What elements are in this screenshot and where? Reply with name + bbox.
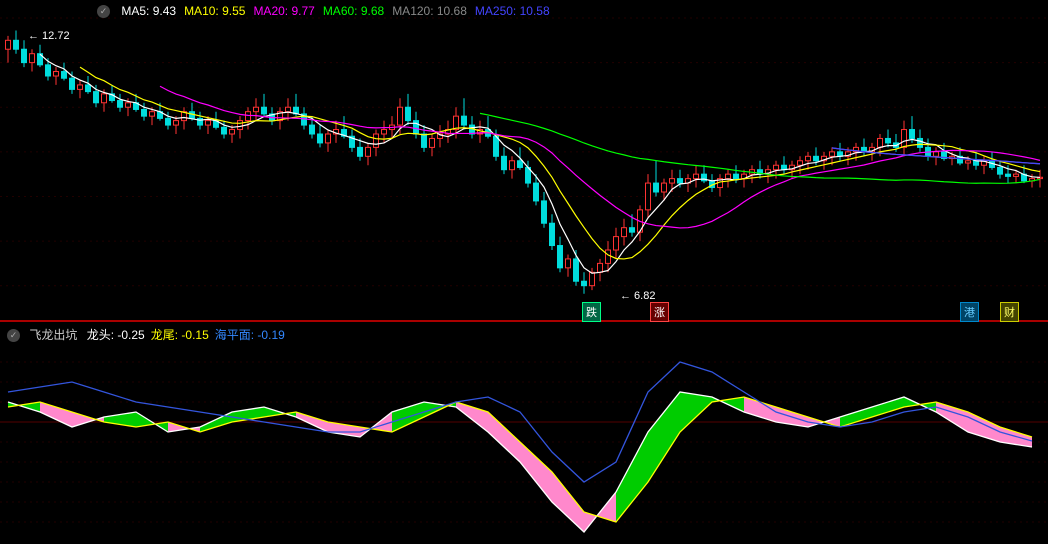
info-icon[interactable]: ✓ bbox=[7, 329, 20, 342]
stock-title: 深纺织A (日线) bbox=[4, 4, 83, 18]
indicator-label: 海平面: -0.19 bbox=[215, 328, 285, 342]
ma-label: MA120: 10.68 bbox=[392, 4, 467, 18]
indicator-label: 龙尾: -0.15 bbox=[151, 328, 209, 342]
event-marker[interactable]: 财 bbox=[1000, 302, 1019, 322]
ma-label: MA10: 9.55 bbox=[184, 4, 245, 18]
indicator-label: 龙头: -0.25 bbox=[87, 328, 145, 342]
main-header: 深纺织A (日线) ✓ MA5: 9.43 MA10: 9.55 MA20: 9.7… bbox=[4, 2, 566, 19]
ma-label: MA60: 9.68 bbox=[323, 4, 384, 18]
high-price-label: ← 12.72 bbox=[28, 30, 70, 42]
event-marker[interactable]: 涨 bbox=[650, 302, 669, 322]
panel-divider bbox=[0, 320, 1048, 322]
indicator-name: 飞龙出坑 bbox=[29, 328, 77, 342]
ma-label: MA20: 9.77 bbox=[253, 4, 314, 18]
indicator-header: ✓ 飞龙出坑 龙头: -0.25 龙尾: -0.15 海平面: -0.19 bbox=[4, 326, 297, 343]
indicator-chart[interactable] bbox=[0, 324, 1048, 544]
event-marker[interactable]: 港 bbox=[960, 302, 979, 322]
candlestick-chart[interactable] bbox=[0, 0, 1048, 320]
event-marker[interactable]: 跌 bbox=[582, 302, 601, 322]
low-price-label: ← 6.82 bbox=[620, 290, 655, 302]
ma-label: MA5: 9.43 bbox=[121, 4, 176, 18]
info-icon[interactable]: ✓ bbox=[97, 5, 110, 18]
ma-label: MA250: 10.58 bbox=[475, 4, 550, 18]
